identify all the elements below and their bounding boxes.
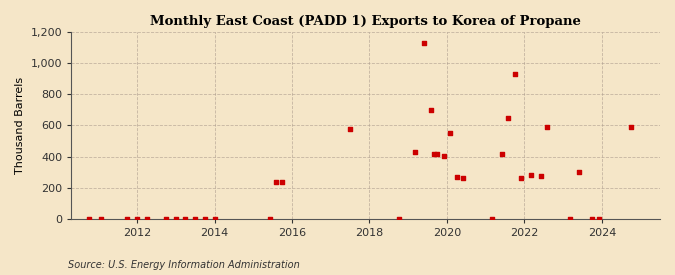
Point bbox=[439, 154, 450, 158]
Point bbox=[122, 217, 133, 221]
Point bbox=[209, 217, 220, 221]
Point bbox=[96, 217, 107, 221]
Point bbox=[574, 170, 585, 174]
Point bbox=[541, 125, 552, 129]
Point bbox=[432, 152, 443, 156]
Point bbox=[445, 131, 456, 136]
Point bbox=[141, 217, 152, 221]
Point bbox=[190, 217, 200, 221]
Point bbox=[180, 217, 191, 221]
Point bbox=[510, 72, 520, 76]
Point bbox=[429, 151, 439, 156]
Point bbox=[535, 174, 546, 178]
Point bbox=[419, 41, 430, 45]
Point bbox=[626, 125, 637, 129]
Point bbox=[199, 217, 210, 221]
Point bbox=[170, 217, 181, 221]
Point bbox=[503, 116, 514, 120]
Point bbox=[458, 176, 468, 181]
Point bbox=[132, 217, 142, 221]
Point bbox=[587, 217, 597, 221]
Point bbox=[487, 217, 497, 221]
Point bbox=[393, 217, 404, 221]
Point bbox=[264, 217, 275, 221]
Y-axis label: Thousand Barrels: Thousand Barrels bbox=[15, 77, 25, 174]
Text: Source: U.S. Energy Information Administration: Source: U.S. Energy Information Administ… bbox=[68, 260, 299, 270]
Point bbox=[410, 150, 421, 154]
Point bbox=[270, 179, 281, 184]
Point bbox=[516, 176, 526, 181]
Point bbox=[526, 173, 537, 178]
Point bbox=[497, 152, 508, 156]
Point bbox=[564, 217, 575, 221]
Point bbox=[161, 217, 171, 221]
Point bbox=[451, 175, 462, 179]
Point bbox=[593, 217, 604, 221]
Point bbox=[345, 126, 356, 131]
Point bbox=[277, 179, 288, 184]
Title: Monthly East Coast (PADD 1) Exports to Korea of Propane: Monthly East Coast (PADD 1) Exports to K… bbox=[150, 15, 581, 28]
Point bbox=[83, 217, 94, 221]
Point bbox=[425, 108, 436, 112]
